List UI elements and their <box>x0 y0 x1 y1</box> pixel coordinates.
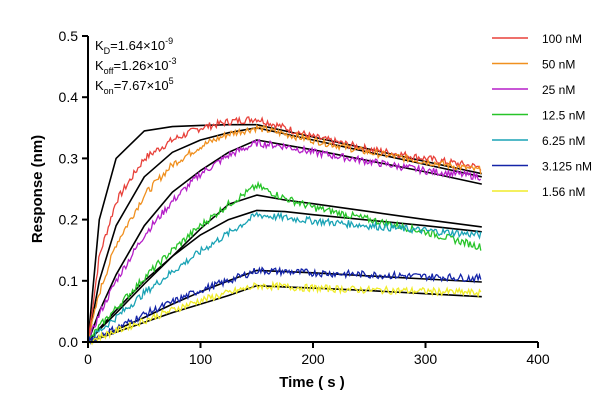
y-tick-label: 0.5 <box>59 28 79 44</box>
series-line-6 <box>87 280 482 346</box>
legend-label: 100 nM <box>542 32 582 46</box>
legend-label: 12.5 nM <box>542 109 585 123</box>
plot-area <box>87 115 482 346</box>
y-axis-label: Response (nm) <box>29 135 46 243</box>
data-lines <box>87 115 482 346</box>
legend-label: 1.56 nM <box>542 185 585 199</box>
fit-line-2 <box>87 139 482 343</box>
legend-label: 3.125 nM <box>542 160 592 174</box>
legend-label: 50 nM <box>542 58 575 72</box>
series-line-5 <box>87 266 482 345</box>
y-tick-label: 0.1 <box>59 273 79 289</box>
kd-annotation: KD=1.64×10-9 <box>95 36 173 56</box>
x-tick-label: 0 <box>84 351 92 367</box>
legend: 100 nM 50 nM 25 nM 12.5 nM 6.25 nM 3.125 nM 1.… <box>492 32 592 199</box>
series-line-4 <box>87 211 482 344</box>
y-tick-label: 0.3 <box>59 150 79 166</box>
axes: 0 100 200 300 400 0.0 0.1 0.2 0.3 0.4 0.5 <box>59 28 550 367</box>
x-tick-label: 300 <box>414 351 438 367</box>
koff-annotation: Koff=1.26×10-3 <box>95 56 176 76</box>
kon-annotation: Kon=7.67×105 <box>95 76 174 96</box>
x-ticks: 0 100 200 300 400 <box>84 342 550 367</box>
y-tick-label: 0.0 <box>59 334 79 350</box>
legend-label: 6.25 nM <box>542 134 585 148</box>
legend-label: 25 nM <box>542 83 575 97</box>
kinetics-annotations: KD=1.64×10-9 Koff=1.26×10-3 Kon=7.67×105 <box>95 36 176 96</box>
series-line-3 <box>87 180 482 343</box>
x-tick-label: 400 <box>526 351 550 367</box>
series-line-2 <box>87 138 482 343</box>
y-ticks: 0.0 0.1 0.2 0.3 0.4 0.5 <box>59 28 88 350</box>
fit-line-4 <box>87 194 482 343</box>
x-axis-label: Time ( s ) <box>279 374 345 391</box>
y-tick-label: 0.4 <box>59 89 79 105</box>
fit-line-6 <box>87 284 482 343</box>
x-tick-label: 200 <box>301 351 325 367</box>
y-tick-label: 0.2 <box>59 212 79 228</box>
series-line-0 <box>87 115 482 343</box>
x-tick-label: 100 <box>189 351 213 367</box>
series-line-1 <box>87 123 482 343</box>
